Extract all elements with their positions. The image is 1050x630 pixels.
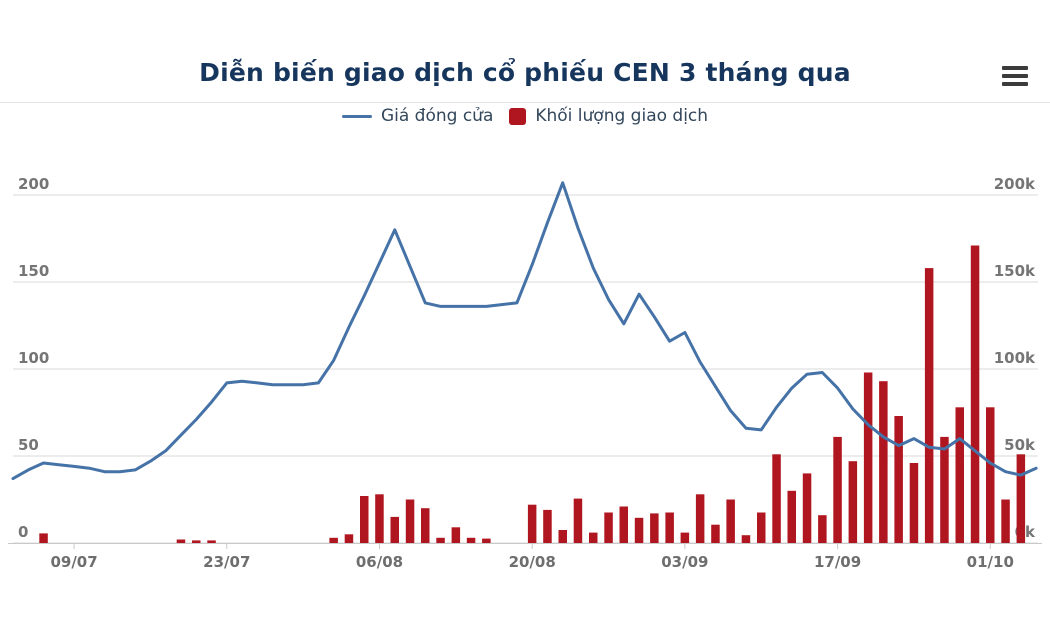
x-axis-label: 20/08 (509, 553, 556, 571)
x-axis-label: 09/07 (50, 553, 97, 571)
volume-bar (344, 534, 354, 543)
volume-bar (680, 532, 690, 543)
volume-bar (940, 436, 949, 543)
volume-bar (848, 461, 858, 543)
legend-item-volume[interactable]: Khối lượng giao dịch (509, 106, 708, 126)
volume-bar (466, 537, 476, 543)
y-axis-label-left: 150 (18, 262, 49, 280)
volume-bar (787, 490, 796, 543)
y-axis-label-left: 0 (18, 523, 28, 541)
x-axis-label: 17/09 (814, 553, 861, 571)
volume-bar (619, 506, 628, 543)
volume-bar (375, 494, 384, 543)
volume-bar (527, 504, 537, 543)
volume-bar (665, 512, 674, 543)
legend-label-volume: Khối lượng giao dịch (535, 106, 709, 126)
volume-bar (711, 524, 720, 543)
volume-bar (863, 372, 873, 543)
title-divider (0, 102, 1050, 103)
y-axis-label-left: 100 (18, 349, 49, 367)
volume-bar (818, 515, 827, 543)
volume-bar (390, 516, 399, 543)
volume-bar (894, 416, 903, 543)
volume-bar (573, 498, 583, 543)
volume-bar (726, 499, 735, 543)
volume-bar (955, 407, 964, 543)
volume-bar (695, 494, 705, 543)
volume-bar (421, 508, 430, 543)
volume-bar (986, 407, 995, 543)
volume-bar (650, 513, 659, 543)
volume-bar (192, 540, 201, 543)
x-axis-label: 03/09 (661, 553, 708, 571)
volume-bar (558, 530, 567, 543)
volume-bar (207, 540, 216, 543)
volume-bar (451, 527, 461, 543)
volume-bar (39, 533, 48, 543)
volume-bar (176, 539, 186, 543)
y-axis-label-right: 150k (994, 262, 1036, 280)
hamburger-icon (1002, 66, 1028, 86)
chart-menu-button[interactable] (1000, 63, 1030, 89)
volume-bar (757, 512, 766, 543)
volume-bar (482, 538, 491, 543)
volume-bar (924, 268, 934, 543)
y-axis-label-left: 200 (18, 175, 49, 193)
x-axis-label: 23/07 (203, 553, 250, 571)
volume-bar (360, 496, 369, 543)
x-axis-label: 06/08 (356, 553, 403, 571)
price-line (11, 181, 1038, 481)
volume-bar (543, 509, 552, 543)
volume-bar (772, 454, 781, 543)
y-axis-label-right: 100k (994, 349, 1036, 367)
bar-series-marker-icon (509, 107, 527, 125)
y-axis-label-left: 50 (18, 436, 39, 454)
volume-bar (909, 463, 919, 543)
legend: Giá đóng cửa Khối lượng giao dịch (0, 106, 1050, 126)
legend-item-price[interactable]: Giá đóng cửa (341, 106, 494, 126)
volume-bar (741, 535, 751, 543)
legend-label-price: Giá đóng cửa (380, 106, 494, 126)
volume-bar (802, 473, 812, 543)
chart-title: Diễn biến giao dịch cổ phiếu CEN 3 tháng… (199, 58, 851, 87)
volume-bar (833, 436, 842, 543)
volume-bar (589, 532, 598, 543)
volume-bar (879, 381, 888, 543)
x-axis-label: 01/10 (967, 553, 1014, 571)
y-axis-label-right: 200k (994, 175, 1036, 193)
volume-bar (405, 499, 415, 543)
volume-bar (634, 517, 644, 543)
volume-bar (970, 245, 980, 543)
volume-bar (1016, 454, 1026, 543)
volume-bar (329, 537, 338, 543)
volume-bar (1001, 499, 1010, 543)
volume-bar (604, 512, 613, 543)
y-axis-label-right: 50k (1004, 436, 1036, 454)
line-series-marker-icon (341, 114, 372, 118)
volume-bar (436, 537, 445, 543)
